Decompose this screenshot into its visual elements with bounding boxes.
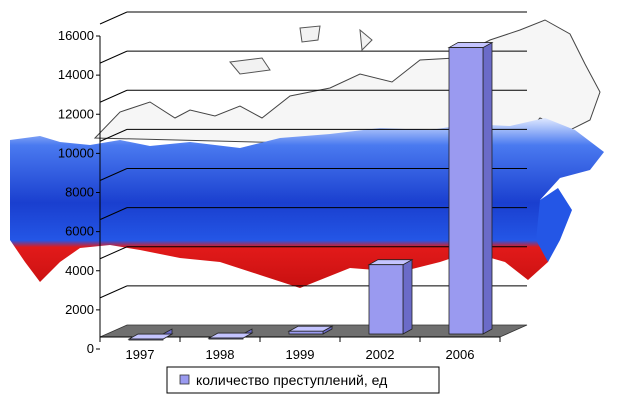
y-tick-label: 16000 <box>58 28 94 43</box>
bar <box>447 41 494 335</box>
x-tick-label: 2006 <box>446 347 475 362</box>
y-tick-label: 14000 <box>58 67 94 82</box>
bar-front <box>448 47 484 335</box>
x-tick-label: 1999 <box>286 347 315 362</box>
bar-series <box>127 41 494 341</box>
y-tick-label: 12000 <box>58 106 94 121</box>
bar <box>207 328 254 340</box>
y-axis-ticks: 0 2000 4000 6000 8000 10000 12000 14000 16000 <box>58 28 100 356</box>
grid-line-diag <box>99 285 128 299</box>
legend-label: количество преступлений, ед <box>196 372 387 388</box>
x-axis-ticks: 1997 1998 1999 2002 2006 <box>99 337 501 362</box>
map-arctic-islands <box>229 25 373 75</box>
map-body <box>10 118 604 288</box>
grid-line-diag <box>99 128 128 142</box>
legend-box <box>166 366 440 394</box>
bar <box>287 325 334 335</box>
bar-side <box>482 41 493 335</box>
grid-line-diag <box>99 207 128 221</box>
x-tick-label: 1998 <box>206 347 235 362</box>
grid-line-diag <box>99 89 128 103</box>
map-kamchatka <box>536 188 572 262</box>
bar-front <box>128 338 164 341</box>
bar <box>127 328 174 341</box>
grid-line-diag <box>99 168 128 181</box>
bar-front <box>368 264 404 335</box>
x-tick-label: 1997 <box>126 347 155 362</box>
y-tick-label: 2000 <box>65 302 94 317</box>
y-tick-label: 4000 <box>65 263 94 278</box>
y-tick-label: 8000 <box>65 185 94 200</box>
x-tick-label: 2002 <box>366 347 395 362</box>
bar <box>367 259 414 335</box>
legend-swatch <box>179 374 190 385</box>
y-tick-label: 0 <box>87 341 94 356</box>
grid-line-diag <box>99 11 128 25</box>
y-tick-label: 6000 <box>65 224 94 239</box>
bar-front <box>288 330 324 335</box>
grid-line-diag <box>99 50 128 64</box>
russia-map-background <box>10 19 604 288</box>
grid-line-diag <box>99 246 128 260</box>
y-tick-label: 10000 <box>58 145 94 160</box>
bar-front <box>208 337 244 340</box>
bar-side <box>402 259 413 335</box>
legend: количество преступлений, ед <box>166 366 440 394</box>
